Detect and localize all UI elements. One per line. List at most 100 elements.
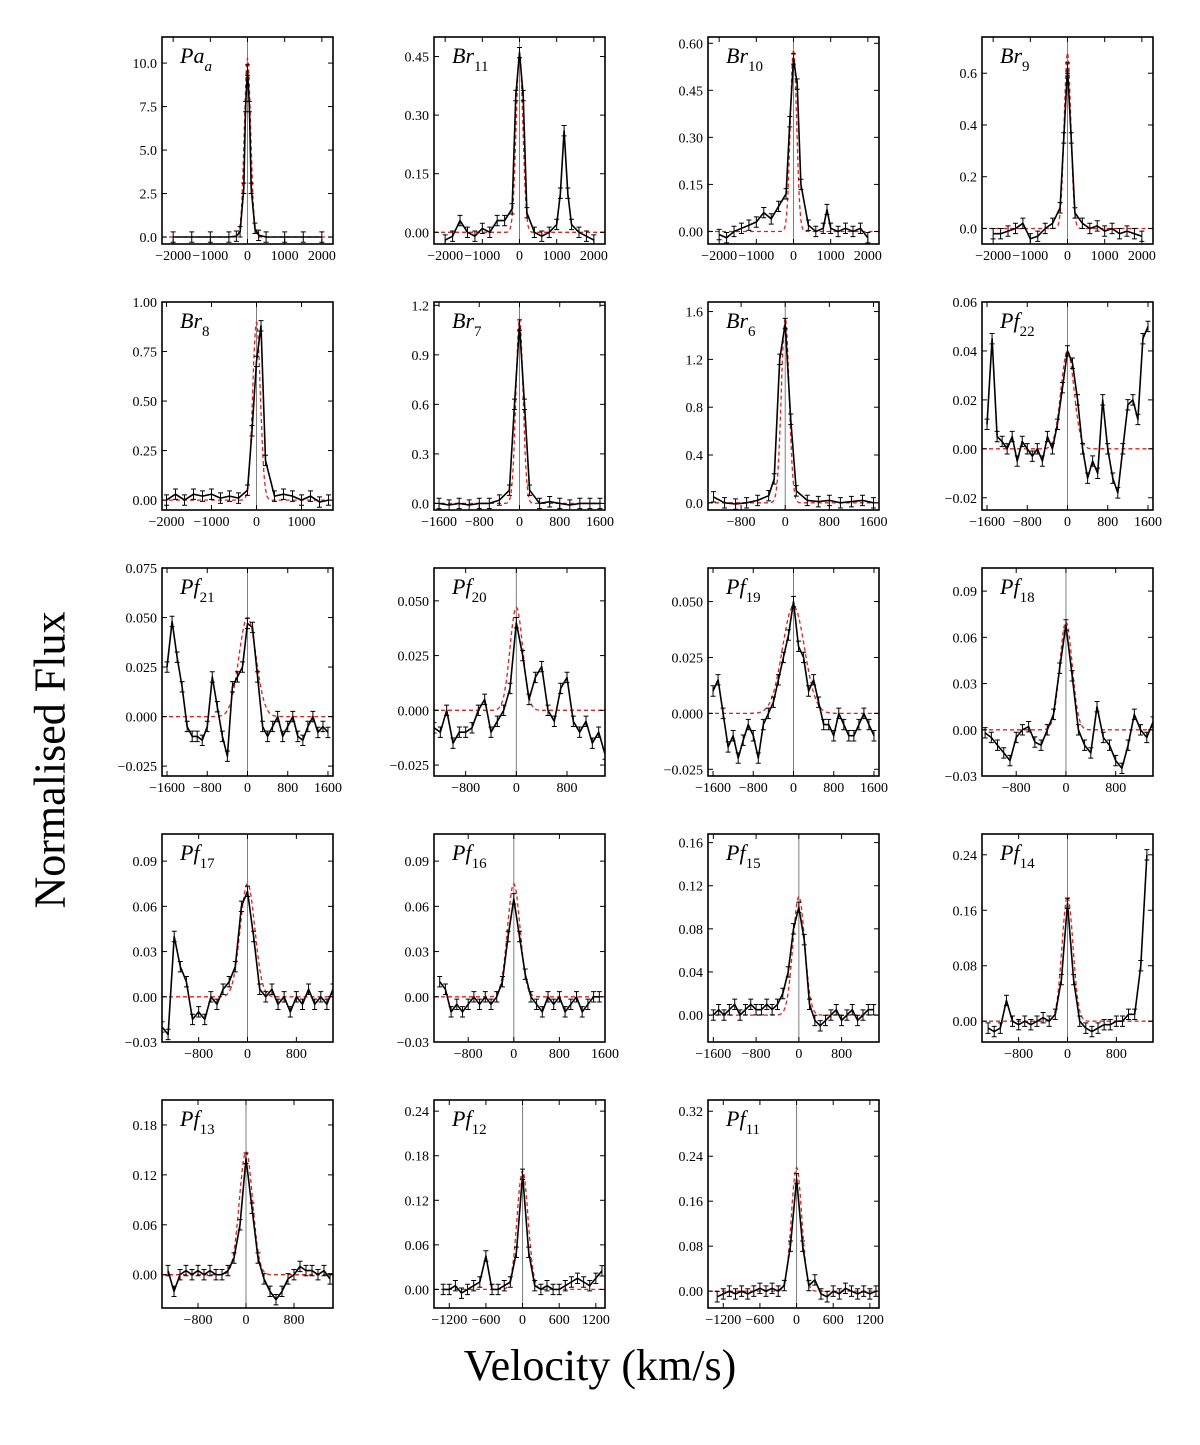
data-line <box>166 324 329 503</box>
gaussian-fit-line <box>162 616 333 718</box>
data-point <box>1044 724 1050 736</box>
data-point <box>183 976 189 988</box>
panel-title-subscript: 7 <box>474 324 482 340</box>
y-tick-label: 0.00 <box>679 225 704 240</box>
data-point <box>1119 762 1125 774</box>
data-point <box>1061 132 1067 144</box>
data-line <box>167 1157 331 1301</box>
gaussian-fit-line <box>982 52 1153 230</box>
data-point <box>537 497 543 510</box>
data-point <box>726 1003 732 1016</box>
gaussian-fit-line <box>708 316 879 504</box>
x-tick-label: −800 <box>465 515 494 530</box>
x-tick-label: 800 <box>549 1047 570 1062</box>
panel-title-base: Br <box>726 43 748 68</box>
y-tick-label: 0.00 <box>679 1285 704 1300</box>
data-point <box>471 991 477 1003</box>
data-point <box>775 674 781 686</box>
x-tick-label: 1000 <box>543 249 571 264</box>
data-point <box>231 1252 237 1264</box>
data-point <box>482 693 488 706</box>
data-point <box>1144 731 1150 744</box>
data-point <box>177 1269 183 1281</box>
data-point <box>458 1287 464 1299</box>
data-point <box>556 1283 562 1296</box>
panel-title-base: Pf <box>725 840 748 865</box>
panel-title-subscript: 20 <box>472 590 487 606</box>
data-point <box>816 696 822 708</box>
x-tick-label: 1600 <box>314 781 342 796</box>
x-tick-label: −800 <box>1002 781 1031 796</box>
panel-title-subscript: 15 <box>746 856 761 872</box>
gaussian-fit-line <box>708 1166 879 1292</box>
data-point <box>209 488 214 500</box>
data-point <box>245 484 250 496</box>
data-point <box>546 226 552 238</box>
data-point <box>488 726 494 738</box>
x-tick-label: −800 <box>184 1047 213 1062</box>
data-point <box>1038 739 1044 751</box>
data-point <box>855 1014 861 1027</box>
panel-title: Pf11 <box>725 1106 760 1138</box>
data-point <box>1029 450 1035 462</box>
data-point <box>1042 222 1048 235</box>
data-point <box>812 1274 818 1286</box>
data-point <box>318 991 324 1003</box>
data-point <box>251 930 257 943</box>
x-tick-label: 0 <box>793 1313 800 1328</box>
data-point <box>207 1264 213 1277</box>
data-point <box>583 230 589 242</box>
y-tick-label: 0.24 <box>405 1105 430 1120</box>
data-point <box>208 991 214 1003</box>
data-point <box>249 425 255 437</box>
data-point <box>509 203 515 215</box>
data-point <box>828 222 834 234</box>
data-point <box>227 490 232 502</box>
data-point <box>327 1273 333 1285</box>
data-point <box>732 998 738 1010</box>
data-point <box>315 1269 321 1281</box>
data-point <box>766 489 772 502</box>
y-tick-label: 0.00 <box>405 226 430 241</box>
data-point <box>855 1288 861 1300</box>
data-point <box>243 1152 249 1164</box>
data-point <box>1117 227 1123 240</box>
data-point <box>1083 1022 1089 1034</box>
data-point <box>214 700 220 713</box>
data-point <box>735 752 741 764</box>
data-point <box>836 707 842 720</box>
data-point <box>710 685 716 697</box>
data-point <box>513 89 519 102</box>
x-tick-label: 600 <box>823 1313 844 1328</box>
y-tick-label: 0.24 <box>679 1150 704 1165</box>
x-tick-label: 1600 <box>1134 515 1162 530</box>
data-point <box>513 617 519 629</box>
y-tick-label: 0.0 <box>686 497 704 512</box>
data-point <box>260 720 266 733</box>
data-point <box>545 991 551 1003</box>
data-point <box>1044 430 1050 443</box>
panel-br-8: −2000 −1000 0 1000 0.00 0.25 0.50 0.75 1.00 Br8 <box>133 296 334 530</box>
panel-title: Br7 <box>452 308 482 340</box>
data-point <box>831 730 837 742</box>
x-tick-label: 0 <box>510 1047 517 1062</box>
data-point <box>724 232 730 244</box>
data-point <box>813 225 819 238</box>
data-point <box>300 231 306 243</box>
data-point <box>569 218 575 231</box>
y-tick-label: 5.0 <box>140 144 158 159</box>
y-tick-label: 0.00 <box>953 724 978 739</box>
data-point <box>793 485 799 497</box>
data-point <box>839 1014 845 1027</box>
x-tick-label: 0 <box>1064 249 1071 264</box>
data-point <box>1090 455 1096 467</box>
panel-frame <box>707 301 880 511</box>
panel-frame <box>433 1099 606 1309</box>
data-point <box>836 1288 842 1300</box>
y-tick-label: 0.12 <box>405 1194 430 1209</box>
data-point <box>995 739 1001 751</box>
data-point <box>550 1283 556 1296</box>
data-point <box>1120 443 1126 455</box>
data-point <box>171 930 177 943</box>
data-point <box>990 227 996 240</box>
